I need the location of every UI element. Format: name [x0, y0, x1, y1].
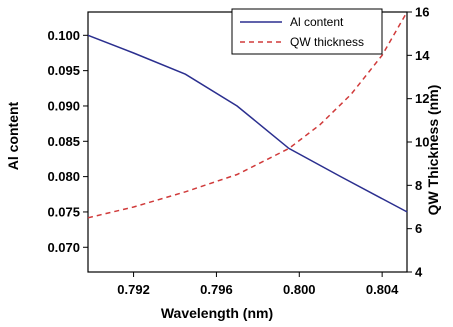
legend: Al content QW thickness: [231, 8, 383, 55]
y-tick-label: 0.080: [47, 169, 80, 184]
y-tick-label: 0.100: [47, 28, 80, 43]
y2-tick-label: 16: [415, 5, 429, 20]
y2-axis-title: QW Thickness (nm): [425, 85, 441, 216]
y2-tick-label: 14: [415, 48, 430, 63]
y-tick-label: 0.085: [47, 134, 80, 149]
y2-tick-label: 12: [415, 91, 429, 106]
y-tick-label: 0.070: [47, 240, 80, 255]
y-axis-left: 0.070 0.075 0.080 0.085 0.090 0.095 0.100: [47, 28, 88, 255]
series-line-al-content: [87, 34, 408, 213]
series-line-qw-thickness: [87, 11, 408, 219]
y-axis-title: Al content: [5, 101, 21, 170]
legend-label-qw-thickness: QW thickness: [290, 35, 364, 49]
legend-label-al-content: Al content: [290, 15, 344, 29]
legend-box: [231, 8, 383, 55]
x-tick-label: 0.804: [366, 282, 399, 297]
y2-tick-label: 8: [415, 178, 422, 193]
y-tick-label: 0.075: [47, 204, 80, 219]
x-axis: 0.792 0.796 0.800 0.804: [117, 272, 399, 297]
x-axis-title: Wavelength (nm): [161, 305, 273, 321]
y-axis-right: 4 6 8 10 12 14 16: [407, 5, 430, 280]
x-tick-label: 0.792: [117, 282, 150, 297]
y2-tick-label: 10: [415, 135, 429, 150]
y-tick-label: 0.095: [47, 63, 80, 78]
x-tick-label: 0.796: [200, 282, 233, 297]
y-tick-label: 0.090: [47, 98, 80, 113]
plot-series: [87, 11, 408, 219]
x-tick-label: 0.800: [283, 282, 316, 297]
y2-tick-label: 4: [415, 265, 423, 280]
y2-tick-label: 6: [415, 221, 422, 236]
